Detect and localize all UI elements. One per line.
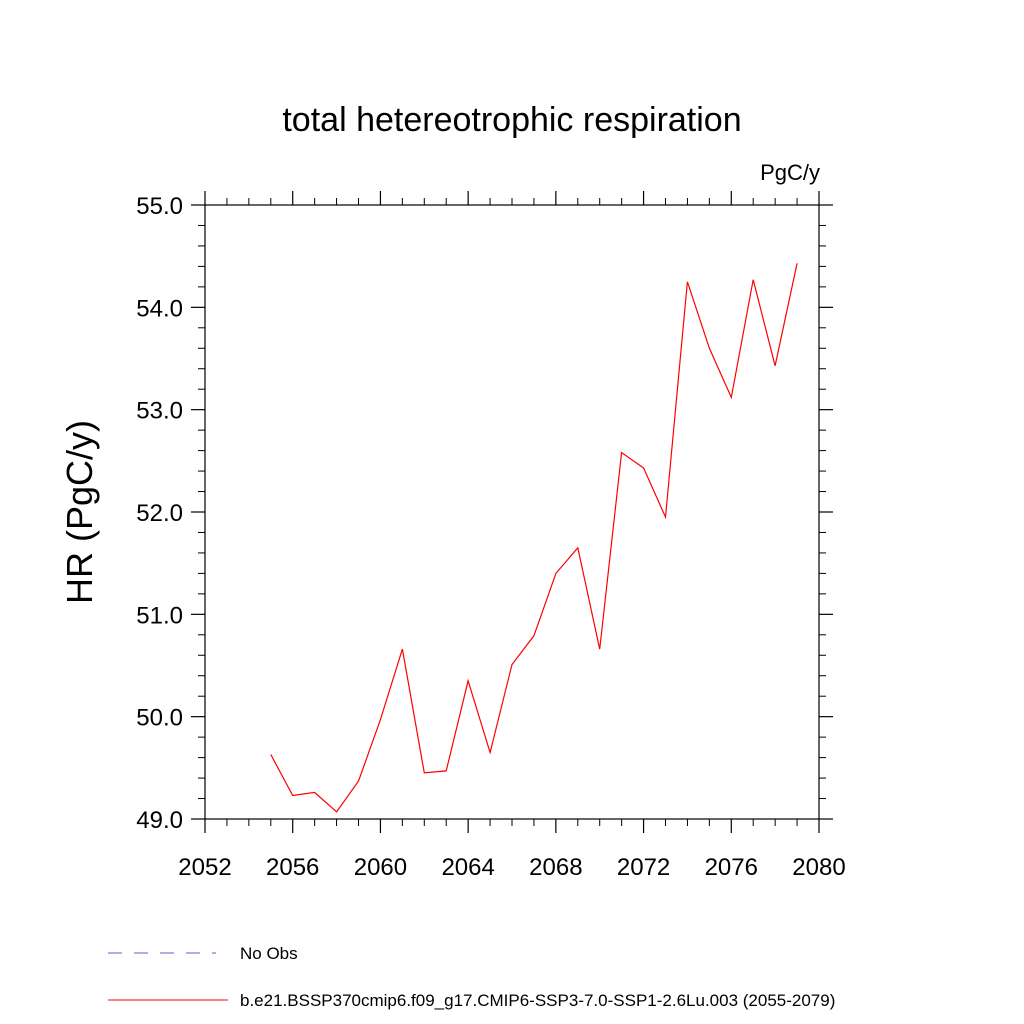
x-tick-label: 2064 bbox=[441, 854, 494, 881]
x-tick-label: 2060 bbox=[354, 854, 407, 881]
y-tick-label: 51.0 bbox=[136, 602, 183, 629]
y-tick-label: 50.0 bbox=[136, 705, 183, 732]
y-tick-label: 55.0 bbox=[136, 193, 183, 220]
x-tick-label: 2076 bbox=[705, 854, 758, 881]
legend-label: b.e21.BSSP370cmip6.f09_g17.CMIP6-SSP3-7.… bbox=[240, 991, 835, 1010]
y-axis-label: HR (PgC/y) bbox=[59, 420, 100, 604]
x-tick-label: 2080 bbox=[792, 854, 845, 881]
x-tick-label: 2072 bbox=[617, 854, 670, 881]
chart-title: total hetereotrophic respiration bbox=[282, 101, 741, 139]
y-tick-label: 54.0 bbox=[136, 295, 183, 322]
y-tick-label: 49.0 bbox=[136, 807, 183, 834]
legend-label: No Obs bbox=[240, 944, 298, 963]
x-tick-label: 2056 bbox=[266, 854, 319, 881]
series-line bbox=[270, 263, 798, 813]
y-tick-label: 52.0 bbox=[136, 500, 183, 527]
units-label: PgC/y bbox=[760, 160, 820, 185]
plot-frame bbox=[204, 204, 820, 820]
x-tick-label: 2052 bbox=[178, 854, 231, 881]
y-tick-label: 53.0 bbox=[136, 398, 183, 425]
x-tick-label: 2068 bbox=[529, 854, 582, 881]
